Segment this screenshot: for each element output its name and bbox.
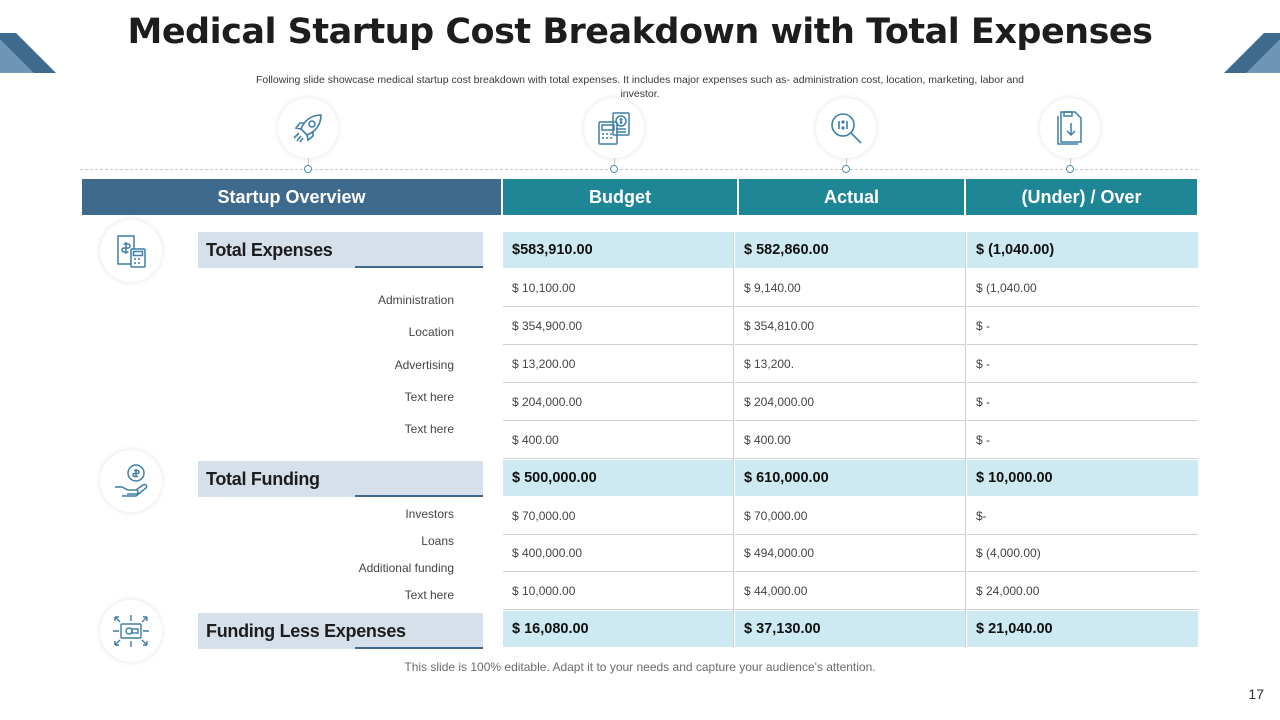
table-cell: $ 400.00 (503, 422, 733, 459)
corner-decoration-left (0, 33, 56, 73)
table-cell: $ 44,000.00 (735, 573, 965, 610)
row-label-location: Location (408, 325, 454, 339)
row-label-additional-funding: Additional funding (358, 561, 454, 575)
table-cell: $ 24,000.00 (967, 573, 1198, 610)
invoice-calculator-icon (100, 220, 162, 282)
row-label-loans: Loans (421, 534, 454, 548)
table-cell: $ 9,140.00 (735, 270, 965, 307)
hand-coin-icon (100, 450, 162, 512)
connector-stem (614, 158, 615, 166)
table-cell: $ 70,000.00 (503, 498, 733, 535)
magnifier-analysis-icon (816, 98, 876, 158)
table-cell: $ 494,000.00 (735, 535, 965, 572)
header-under-over: (Under) / Over (966, 179, 1197, 215)
cell-total-expenses-budget: $583,910.00 (503, 232, 733, 269)
table-cell: $ 204,000.00 (735, 384, 965, 421)
table-cell: $ - (967, 308, 1198, 345)
section-underline (355, 266, 483, 268)
section-label-total-funding: Total Funding (198, 461, 483, 497)
cell-net-actual: $ 37,130.00 (735, 611, 965, 648)
section-underline (355, 495, 483, 497)
column-separator (733, 232, 734, 648)
slide-subtitle: Following slide showcase medical startup… (255, 74, 1025, 100)
row-label-text-here: Text here (404, 422, 454, 436)
timeline-dot (1066, 165, 1074, 173)
cell-net-budget: $ 16,080.00 (503, 611, 733, 648)
table-cell: $ (1,040.00 (967, 270, 1198, 307)
connector-stem (308, 158, 309, 166)
connector-stem (1070, 158, 1071, 166)
table-cell: $ 10,000.00 (503, 573, 733, 610)
row-label-advertising: Advertising (394, 358, 454, 372)
table-cell: $ 204,000.00 (503, 384, 733, 421)
page-number: 17 (1248, 686, 1264, 702)
section-label-funding-less-expenses: Funding Less Expenses (198, 613, 483, 649)
table-cell: $ 354,810.00 (735, 308, 965, 345)
rocket-icon (278, 98, 338, 158)
timeline-dot (842, 165, 850, 173)
table-cell: $ 354,900.00 (503, 308, 733, 345)
timeline-dot (304, 165, 312, 173)
timeline-dot (610, 165, 618, 173)
row-label-text-here: Text here (404, 390, 454, 404)
table-cell: $ (4,000.00) (967, 535, 1198, 572)
table-cell: $- (967, 498, 1198, 535)
row-label-investors: Investors (405, 507, 454, 521)
row-label-text-here: Text here (404, 588, 454, 602)
cell-net-variance: $ 21,040.00 (967, 611, 1198, 648)
header-actual: Actual (739, 179, 964, 215)
section-underline (355, 647, 483, 649)
slide-footer: This slide is 100% editable. Adapt it to… (404, 660, 876, 674)
row-label-administration: Administration (377, 293, 454, 307)
table-cell: $ - (967, 422, 1198, 459)
corner-decoration-right (1224, 33, 1280, 73)
cell-total-funding-variance: $ 10,000.00 (967, 460, 1198, 497)
table-cell: $ - (967, 346, 1198, 383)
calculator-dollar-icon (584, 98, 644, 158)
header-budget: Budget (503, 179, 737, 215)
table-cell: $ 10,100.00 (503, 270, 733, 307)
table-cell: $ 400,000.00 (503, 535, 733, 572)
header-startup-overview: Startup Overview (82, 179, 501, 215)
table-cell: $ 13,200. (735, 346, 965, 383)
wallet-expand-icon (100, 600, 162, 662)
timeline-divider (80, 169, 1198, 170)
slide-title: Medical Startup Cost Breakdown with Tota… (127, 12, 1153, 52)
table-cell: $ 400.00 (735, 422, 965, 459)
section-label-total-expenses: Total Expenses (198, 232, 483, 268)
cell-total-expenses-actual: $ 582,860.00 (735, 232, 965, 269)
table-cell: $ - (967, 384, 1198, 421)
document-download-icon (1040, 98, 1100, 158)
cell-total-funding-budget: $ 500,000.00 (503, 460, 733, 497)
table-cell: $ 70,000.00 (735, 498, 965, 535)
connector-stem (846, 158, 847, 166)
column-separator (965, 232, 966, 648)
cell-total-funding-actual: $ 610,000.00 (735, 460, 965, 497)
cell-total-expenses-variance: $ (1,040.00) (967, 232, 1198, 269)
table-cell: $ 13,200.00 (503, 346, 733, 383)
